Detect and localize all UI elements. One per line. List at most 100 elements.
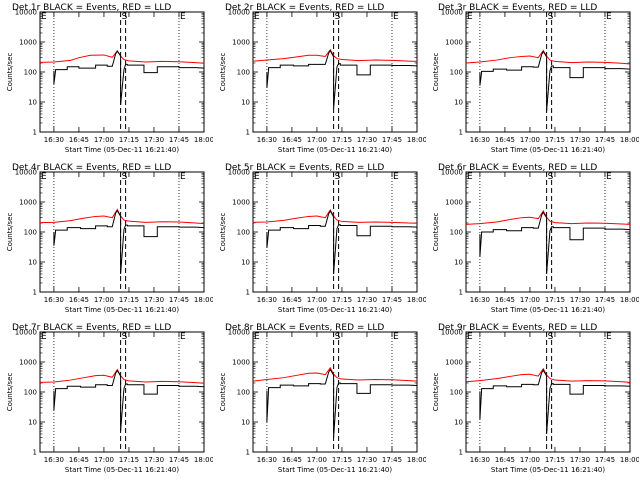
y-tick-label: 10 [28, 419, 37, 427]
y-tick-label: 100 [237, 69, 250, 77]
event-marker: E [467, 12, 473, 22]
x-tick-label: 16:45 [69, 456, 89, 464]
series-red-line [39, 50, 205, 64]
y-tick-label: 1000 [445, 359, 463, 367]
y-tick-label: 1000 [232, 39, 250, 47]
x-tick-label: 17:00 [520, 136, 540, 144]
x-tick-label: 16:45 [282, 296, 302, 304]
plot-frame [39, 331, 205, 453]
detector-panel-3: Det 3r BLACK = Events, RED = LLD 1 10 100 10… [426, 0, 639, 160]
x-tick-label: 17:45 [169, 456, 189, 464]
x-tick-label: 17:30 [357, 296, 377, 304]
event-marker: S [548, 172, 554, 182]
plot-frame [465, 11, 631, 133]
x-axis-label: Start Time (05-Dec-11 16:21:40) [491, 306, 605, 314]
y-axis-label: Counts/sec [219, 53, 227, 92]
x-tick-label: 18:00 [194, 456, 213, 464]
x-tick-label: 16:45 [495, 296, 515, 304]
x-tick-label: 16:45 [495, 456, 515, 464]
y-tick-label: 1 [33, 449, 37, 457]
y-axis-label: Counts/sec [6, 213, 14, 252]
y-tick-label: 1 [459, 449, 463, 457]
x-tick-label: 16:45 [69, 136, 89, 144]
y-tick-label: 100 [237, 389, 250, 397]
x-tick-label: 17:15 [545, 456, 565, 464]
plot-frame [39, 11, 205, 133]
y-tick-label: 100 [24, 69, 37, 77]
series-black-line [53, 50, 205, 105]
x-tick-label: 17:15 [119, 136, 139, 144]
y-tick-label: 1 [33, 129, 37, 137]
x-axis-label: Start Time (05-Dec-11 16:21:40) [278, 146, 392, 154]
x-tick-label: 17:00 [94, 296, 114, 304]
x-tick-label: 17:45 [382, 456, 402, 464]
event-marker: E [606, 172, 612, 182]
plot-frame [39, 171, 205, 293]
event-marker: E [254, 12, 260, 22]
x-tick-label: 16:30 [257, 456, 277, 464]
series-red-line [465, 210, 631, 225]
chart-svg: Det 3r BLACK = Events, RED = LLD 1 10 100 10… [432, 3, 639, 154]
y-tick-label: 100 [24, 389, 37, 397]
y-tick-label: 10 [241, 419, 250, 427]
event-marker: E [467, 172, 473, 182]
event-marker: E [254, 172, 260, 182]
y-tick-label: 10000 [15, 329, 37, 337]
y-tick-label: 10000 [441, 169, 463, 177]
event-marker: E [393, 332, 399, 342]
y-tick-label: 100 [450, 389, 463, 397]
x-tick-label: 17:45 [382, 136, 402, 144]
x-tick-label: 17:30 [357, 456, 377, 464]
x-tick-label: 16:45 [282, 456, 302, 464]
x-tick-label: 17:00 [307, 296, 327, 304]
x-tick-label: 18:00 [407, 456, 426, 464]
x-tick-label: 16:30 [470, 296, 490, 304]
x-tick-label: 16:30 [470, 456, 490, 464]
y-axis-label: Counts/sec [6, 373, 14, 412]
series-black-line [479, 50, 631, 112]
y-tick-label: 10 [454, 99, 463, 107]
y-tick-label: 10 [28, 259, 37, 267]
x-tick-label: 17:15 [119, 456, 139, 464]
y-tick-label: 1000 [19, 39, 37, 47]
x-tick-label: 16:45 [495, 136, 515, 144]
series-red-line [39, 368, 205, 384]
event-marker: E [41, 332, 47, 342]
event-marker: E [393, 172, 399, 182]
y-tick-label: 100 [237, 229, 250, 237]
x-tick-label: 17:00 [94, 136, 114, 144]
event-marker: E [254, 332, 260, 342]
x-tick-label: 17:30 [570, 136, 590, 144]
event-marker: E [180, 172, 186, 182]
y-tick-label: 100 [450, 69, 463, 77]
y-tick-label: 1 [246, 129, 250, 137]
x-tick-label: 16:30 [257, 296, 277, 304]
x-tick-label: 17:30 [144, 296, 164, 304]
x-tick-label: 17:45 [595, 136, 615, 144]
y-tick-label: 10 [454, 419, 463, 427]
chart-title: Det 2r BLACK = Events, RED = LLD [225, 3, 384, 13]
x-tick-label: 16:45 [282, 136, 302, 144]
y-tick-label: 10 [28, 99, 37, 107]
x-tick-label: 17:45 [595, 296, 615, 304]
y-tick-label: 100 [450, 229, 463, 237]
y-tick-label: 1000 [445, 199, 463, 207]
chart-title: Det 5r BLACK = Events, RED = LLD [225, 163, 384, 173]
chart-title: Det 6r BLACK = Events, RED = LLD [438, 163, 597, 173]
event-marker: E [180, 332, 186, 342]
plot-frame [252, 11, 418, 133]
chart-title: Det 3r BLACK = Events, RED = LLD [438, 3, 597, 13]
x-tick-label: 18:00 [194, 136, 213, 144]
event-marker: S [548, 332, 554, 342]
x-axis-label: Start Time (05-Dec-11 16:21:40) [65, 306, 179, 314]
detector-panel-7: Det 7r BLACK = Events, RED = LLD 1 10 100 10… [0, 320, 213, 480]
chart-title: Det 4r BLACK = Events, RED = LLD [12, 163, 171, 173]
event-marker: S [335, 12, 341, 22]
detector-panel-8: Det 8r BLACK = Events, RED = LLD 1 10 100 10… [213, 320, 426, 480]
chart-svg: Det 7r BLACK = Events, RED = LLD 1 10 100 10… [6, 323, 213, 474]
y-tick-label: 10000 [228, 329, 250, 337]
series-black-line [266, 368, 418, 438]
event-marker: E [41, 172, 47, 182]
event-marker: E [606, 332, 612, 342]
